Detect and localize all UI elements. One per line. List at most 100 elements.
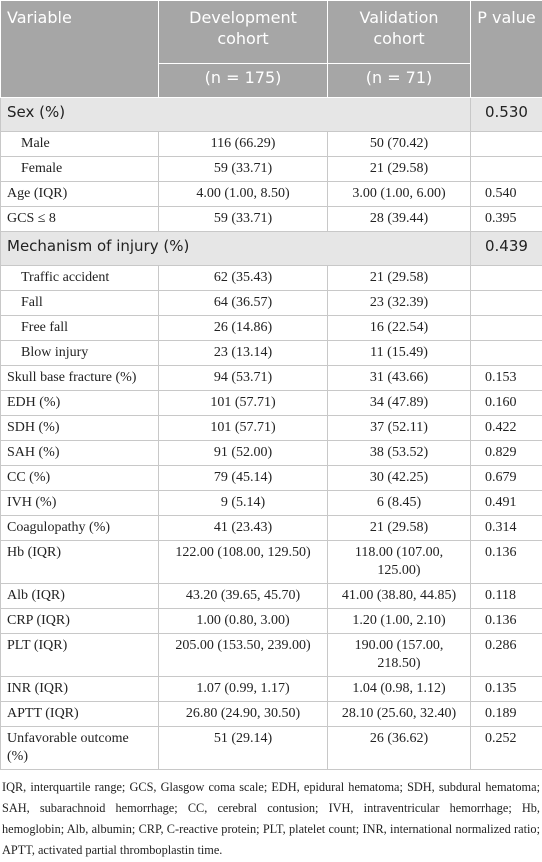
- development-cell: 101 (57.71): [158, 415, 328, 441]
- development-cell: 1.07 (0.99, 1.17): [158, 676, 328, 702]
- development-cell: 43.20 (39.65, 45.70): [158, 583, 328, 609]
- validation-cell: 41.00 (38.80, 44.85): [327, 583, 471, 609]
- table-row: Male 116 (66.29) 50 (70.42): [0, 131, 542, 157]
- development-cell: 116 (66.29): [158, 131, 328, 157]
- variable-cell: Female: [0, 156, 159, 182]
- table-row: Coagulopathy (%) 41 (23.43) 21 (29.58) 0.31…: [0, 515, 542, 541]
- p-value-cell: 0.395: [470, 206, 542, 232]
- variable-cell: Skull base fracture (%): [0, 365, 159, 391]
- table-row: Traffic accident 62 (35.43) 21 (29.58): [0, 265, 542, 291]
- validation-cell: 3.00 (1.00, 6.00): [327, 181, 471, 207]
- validation-cell: 21 (29.58): [327, 156, 471, 182]
- p-value-cell: 0.491: [470, 490, 542, 516]
- development-cell: 23 (13.14): [158, 340, 328, 366]
- header-cell: (n = 71): [327, 63, 471, 98]
- variable-cell: Male: [0, 131, 159, 157]
- validation-cell: 6 (8.45): [327, 490, 471, 516]
- table-row: PLT (IQR) 205.00 (153.50, 239.00) 190.00 (…: [0, 633, 542, 677]
- table-row: EDH (%) 101 (57.71) 34 (47.89) 0.160: [0, 390, 542, 416]
- variable-cell: Fall: [0, 290, 159, 316]
- variable-cell: APTT (IQR): [0, 701, 159, 727]
- validation-cell: 31 (43.66): [327, 365, 471, 391]
- table: Variable Development cohort Validation c…: [0, 0, 542, 770]
- table-row: Unfavorable outcome (%) 51 (29.14) 26 (36.…: [0, 726, 542, 770]
- p-value-cell: 0.422: [470, 415, 542, 441]
- development-cell: 94 (53.71): [158, 365, 328, 391]
- p-value-cell: [470, 265, 542, 291]
- p-value-cell: 0.153: [470, 365, 542, 391]
- table-row: Hb (IQR) 122.00 (108.00, 129.50) 118.00 (1…: [0, 540, 542, 584]
- development-cell: 91 (52.00): [158, 440, 328, 466]
- table-row: INR (IQR) 1.07 (0.99, 1.17) 1.04 (0.98, 1.…: [0, 676, 542, 702]
- table-row: CC (%) 79 (45.14) 30 (42.25) 0.679: [0, 465, 542, 491]
- validation-cell: 28.10 (25.60, 32.40): [327, 701, 471, 727]
- p-value-cell: [470, 131, 542, 157]
- variable-cell: Free fall: [0, 315, 159, 341]
- variable-cell: CC (%): [0, 465, 159, 491]
- header-cell: Validation cohort: [327, 0, 471, 64]
- variable-cell: Hb (IQR): [0, 540, 159, 584]
- p-value-cell: 0.136: [470, 540, 542, 584]
- header-row: Variable Development cohort Validation c…: [0, 0, 542, 98]
- variable-cell: Coagulopathy (%): [0, 515, 159, 541]
- p-value-cell: 0.160: [470, 390, 542, 416]
- table-row: SDH (%) 101 (57.71) 37 (52.11) 0.422: [0, 415, 542, 441]
- header-row: (n = 175) (n = 71): [1, 63, 542, 98]
- development-cell: 62 (35.43): [158, 265, 328, 291]
- variable-cell: EDH (%): [0, 390, 159, 416]
- p-value-cell: 0.314: [470, 515, 542, 541]
- development-cell: 26 (14.86): [158, 315, 328, 341]
- table-row: SAH (%) 91 (52.00) 38 (53.52) 0.829: [0, 440, 542, 466]
- development-cell: 51 (29.14): [158, 726, 328, 770]
- section-row: Mechanism of injury (%) 0.439: [0, 231, 542, 266]
- table-row: Age (IQR) 4.00 (1.00, 8.50) 3.00 (1.00, 6.…: [0, 181, 542, 207]
- variable-cell: IVH (%): [0, 490, 159, 516]
- development-cell: 79 (45.14): [158, 465, 328, 491]
- p-value-cell: 0.540: [470, 181, 542, 207]
- footnote: IQR, interquartile range; GCS, Glasgow c…: [2, 780, 540, 857]
- p-value-cell: 0.829: [470, 440, 542, 466]
- validation-cell: 28 (39.44): [327, 206, 471, 232]
- validation-cell: 16 (22.54): [327, 315, 471, 341]
- header-cell: Development cohort: [158, 0, 328, 64]
- validation-cell: 37 (52.11): [327, 415, 471, 441]
- p-value-cell: 0.530: [470, 97, 542, 132]
- validation-cell: 26 (36.62): [327, 726, 471, 770]
- table-body: Sex (%) 0.530 Male 116 (66.29) 50 (70.42) Fem…: [0, 97, 542, 770]
- development-cell: 101 (57.71): [158, 390, 328, 416]
- validation-cell: 190.00 (157.00, 218.50): [327, 633, 471, 677]
- validation-cell: 23 (32.39): [327, 290, 471, 316]
- p-value-cell: 0.189: [470, 701, 542, 727]
- validation-cell: 21 (29.58): [327, 515, 471, 541]
- validation-cell: 34 (47.89): [327, 390, 471, 416]
- variable-cell: Blow injury: [0, 340, 159, 366]
- validation-cell: 1.04 (0.98, 1.12): [327, 676, 471, 702]
- validation-cell: 1.20 (1.00, 2.10): [327, 608, 471, 634]
- validation-cell: 38 (53.52): [327, 440, 471, 466]
- p-value-cell: 0.286: [470, 633, 542, 677]
- development-cell: 26.80 (24.90, 30.50): [158, 701, 328, 727]
- variable-cell: CRP (IQR): [0, 608, 159, 634]
- p-value-cell: [470, 290, 542, 316]
- p-value-cell: 0.679: [470, 465, 542, 491]
- variable-cell: INR (IQR): [0, 676, 159, 702]
- development-cell: 9 (5.14): [158, 490, 328, 516]
- p-value-cell: 0.439: [470, 231, 542, 266]
- development-cell: 4.00 (1.00, 8.50): [158, 181, 328, 207]
- p-value-cell: 0.136: [470, 608, 542, 634]
- validation-cell: 118.00 (107.00, 125.00): [327, 540, 471, 584]
- development-cell: 59 (33.71): [158, 156, 328, 182]
- variable-cell: SAH (%): [0, 440, 159, 466]
- variable-cell: Age (IQR): [0, 181, 159, 207]
- header-cell: P value: [470, 0, 542, 98]
- p-value-cell: 0.118: [470, 583, 542, 609]
- development-cell: 122.00 (108.00, 129.50): [158, 540, 328, 584]
- table-row: Blow injury 23 (13.14) 11 (15.49): [0, 340, 542, 366]
- section-row: Sex (%) 0.530: [0, 97, 542, 132]
- validation-cell: 50 (70.42): [327, 131, 471, 157]
- section-label: Sex (%): [0, 97, 471, 132]
- development-cell: 41 (23.43): [158, 515, 328, 541]
- p-value-cell: [470, 315, 542, 341]
- header-cell: Variable: [0, 0, 159, 98]
